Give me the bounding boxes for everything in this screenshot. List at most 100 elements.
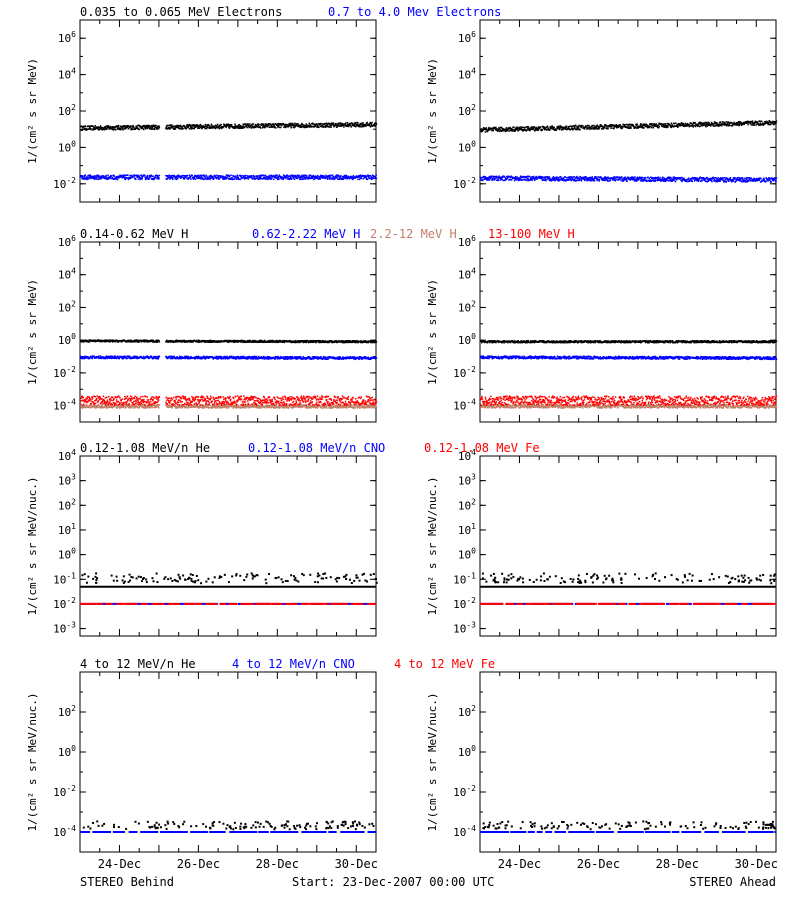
data-point [375, 341, 378, 343]
data-point [623, 123, 625, 126]
data-point [135, 340, 138, 343]
data-point [545, 126, 547, 129]
data-point [604, 124, 607, 126]
data-point [715, 123, 718, 125]
data-point [596, 179, 598, 182]
data-point [560, 177, 563, 179]
data-point [326, 123, 328, 126]
data-point [323, 341, 326, 344]
data-point [502, 179, 505, 182]
data-point [571, 125, 574, 127]
data-point [173, 174, 176, 177]
data-point [746, 122, 748, 124]
data-point [606, 178, 608, 181]
data-point [640, 177, 642, 180]
data-point [715, 179, 718, 181]
data-point [616, 176, 618, 178]
data-point [311, 122, 314, 124]
data-point [680, 179, 683, 182]
data-point [639, 177, 642, 180]
data-point [704, 121, 707, 124]
data-point [540, 176, 542, 178]
data-point [493, 127, 495, 130]
data-point [676, 178, 678, 181]
data-point [485, 127, 488, 129]
data-point [745, 178, 748, 181]
data-point [637, 178, 639, 181]
data-point [718, 125, 720, 127]
data-point [519, 179, 521, 181]
data-point [627, 127, 629, 129]
data-point [569, 177, 572, 180]
data-point [756, 177, 758, 180]
data-point [206, 126, 209, 129]
data-point [344, 175, 347, 178]
data-point [255, 175, 258, 177]
data-point [275, 177, 278, 180]
data-point [300, 124, 302, 126]
data-point [710, 121, 713, 124]
data-point [737, 120, 740, 123]
data-point [289, 122, 292, 125]
data-point [773, 123, 775, 126]
data-point [577, 179, 579, 181]
data-point [526, 129, 529, 131]
data-point [598, 128, 600, 130]
data-point [263, 124, 265, 127]
data-point [187, 124, 190, 127]
data-point [355, 124, 358, 127]
y-axis-label: 1/(cm² s sr MeV) [26, 58, 39, 164]
data-point [104, 357, 107, 360]
data-point [549, 129, 551, 131]
data-point [719, 121, 722, 124]
data-point [538, 175, 541, 178]
data-point [624, 124, 626, 127]
data-point [680, 124, 682, 126]
data-point [312, 123, 315, 125]
data-point [158, 341, 161, 343]
data-point [749, 121, 751, 124]
data-point [624, 176, 626, 178]
data-point [80, 357, 82, 360]
data-point [182, 177, 185, 179]
data-point [91, 129, 94, 131]
data-point [100, 127, 103, 129]
data-point [340, 123, 342, 126]
data-point [613, 177, 616, 180]
data-point [201, 126, 204, 128]
data-point [577, 177, 580, 179]
data-point [723, 122, 725, 125]
data-point [308, 174, 311, 176]
data-point [264, 126, 267, 128]
data-point [239, 125, 242, 128]
data-point [501, 176, 504, 179]
data-point [238, 174, 241, 177]
data-point [88, 178, 90, 180]
data-point [665, 179, 667, 182]
data-point [108, 340, 111, 342]
data-point [104, 177, 106, 180]
data-point [506, 128, 509, 131]
data-point [286, 174, 289, 177]
data-point [495, 177, 497, 179]
data-point [264, 125, 266, 127]
data-point [250, 175, 252, 178]
data-point [113, 357, 116, 359]
data-point [125, 127, 127, 130]
data-point [104, 339, 107, 341]
data-point [259, 174, 262, 177]
data-point [247, 178, 250, 180]
data-point [518, 129, 521, 131]
data-point [482, 128, 485, 131]
data-point [206, 176, 209, 179]
data-point [292, 340, 295, 343]
data-point [650, 176, 652, 179]
series-1 [80, 121, 378, 131]
data-point [369, 125, 372, 128]
data-point [104, 126, 107, 129]
data-point [265, 124, 268, 126]
data-point [350, 123, 352, 125]
data-point [539, 126, 542, 128]
data-point [718, 122, 721, 124]
data-point [314, 125, 316, 127]
